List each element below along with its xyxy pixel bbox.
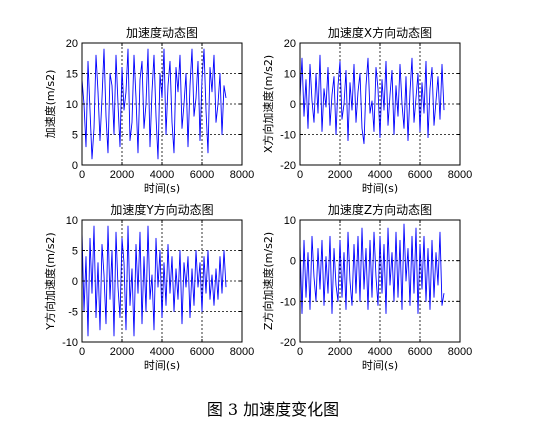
x-tick-label: 2000 <box>328 346 352 358</box>
x-tick-label: 6000 <box>190 346 214 358</box>
y-tick-label: 5 <box>72 130 78 142</box>
x-tick-label: 0 <box>297 169 303 181</box>
y-tick-label: 10 <box>66 99 78 111</box>
x-tick-label: 8000 <box>448 169 472 181</box>
y-tick-label: -10 <box>62 337 78 349</box>
x-tick-label: 8000 <box>230 169 254 181</box>
x-tick-label: 0 <box>79 169 85 181</box>
x-tick-label: 2000 <box>328 169 352 181</box>
data-line-accel <box>81 48 227 160</box>
y-tick-label: 10 <box>284 215 296 227</box>
x-tick-label: 0 <box>297 346 303 358</box>
x-tick-label: 6000 <box>408 346 432 358</box>
y-tick-label: 0 <box>72 276 78 288</box>
y-tick-label: 0 <box>290 99 296 111</box>
y-axis-label: Z方向加速度(m/s2) <box>261 232 275 330</box>
chart-title: 加速度动态图 <box>126 25 198 40</box>
x-tick-label: 4000 <box>368 346 392 358</box>
data-line-accel-x <box>299 54 445 145</box>
x-axis-label: 时间(s) <box>144 182 180 195</box>
x-tick-label: 4000 <box>150 169 174 181</box>
x-tick-label: 4000 <box>368 169 392 181</box>
chart-accel-z: 0 2000 4000 6000 8000 -20 -10 0 10 加速度Z方向动态图时间(s)… <box>261 202 472 372</box>
x-axis-label: 时间(s) <box>144 359 180 372</box>
chart-title: 加速度Z方向动态图 <box>328 202 432 217</box>
y-tick-label: 20 <box>284 38 296 50</box>
y-tick-label: 20 <box>66 38 78 50</box>
figure-caption: 图 3 加速度变化图 <box>206 400 340 419</box>
y-tick-label: -20 <box>280 337 296 349</box>
data-line-accel-y <box>81 225 227 337</box>
x-tick-label: 2000 <box>110 169 134 181</box>
x-tick-label: 8000 <box>448 346 472 358</box>
x-tick-label: 8000 <box>230 346 254 358</box>
y-tick-label: -10 <box>280 130 296 142</box>
chart-title: 加速度X方向动态图 <box>328 25 432 40</box>
y-tick-label: -20 <box>280 160 296 172</box>
chart-accel-x: 0 2000 4000 6000 8000 -20 -10 0 10 20 加速度X方向动态图时间(… <box>261 25 472 195</box>
chart-accel-y: 0 2000 4000 6000 8000 -10 -5 0 5 10 加速度Y方向动态图时间(s)… <box>43 202 254 372</box>
y-tick-label: 0 <box>72 160 78 172</box>
y-axis-label: 加速度(m/s2) <box>43 70 57 139</box>
x-axis-label: 时间(s) <box>362 182 398 195</box>
x-tick-label: 4000 <box>150 346 174 358</box>
chart-title: 加速度Y方向动态图 <box>110 202 213 217</box>
x-tick-label: 6000 <box>408 169 432 181</box>
y-tick-label: 10 <box>284 69 296 81</box>
y-axis-label: Y方向加速度(m/s2) <box>43 232 57 330</box>
y-tick-label: -10 <box>280 296 296 308</box>
y-axis-label: X方向加速度(m/s2) <box>261 55 275 153</box>
x-tick-label: 0 <box>79 346 85 358</box>
x-axis-label: 时间(s) <box>362 359 398 372</box>
y-tick-label: 15 <box>66 69 78 81</box>
y-tick-label: 10 <box>66 215 78 227</box>
y-tick-label: -5 <box>68 307 78 319</box>
y-tick-label: 5 <box>72 246 78 258</box>
data-line-accel-z <box>299 223 445 314</box>
x-tick-label: 2000 <box>110 346 134 358</box>
y-tick-label: 0 <box>290 256 296 268</box>
x-tick-label: 6000 <box>190 169 214 181</box>
